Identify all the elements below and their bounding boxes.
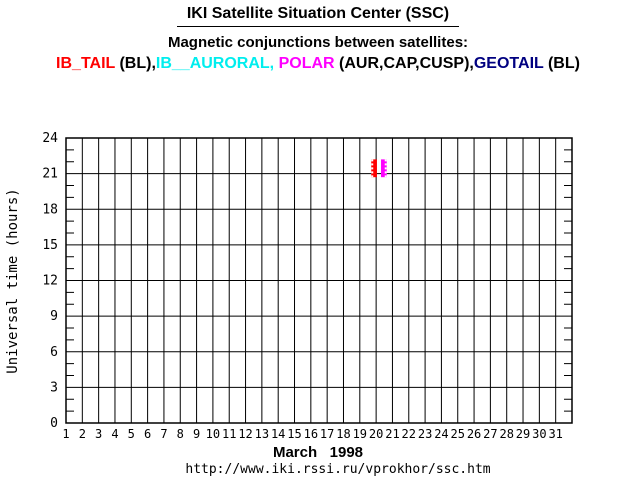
header: IKI Satellite Situation Center (SSC) Mag… xyxy=(0,5,636,73)
x-tick-label-30: 30 xyxy=(532,427,546,441)
legend-part-geotail-note: (BL) xyxy=(543,55,580,72)
y-tick-label-9: 9 xyxy=(50,309,58,324)
y-tick-label-21: 21 xyxy=(42,167,58,182)
x-tick-label-6: 6 xyxy=(144,427,151,441)
x-tick-label-11: 11 xyxy=(222,427,236,441)
y-tick-label-6: 6 xyxy=(50,345,58,360)
x-tick-label-26: 26 xyxy=(467,427,481,441)
legend-part-ib-tail: IB_TAIL xyxy=(56,55,116,72)
x-tick-label-10: 10 xyxy=(206,427,220,441)
x-tick-label-12: 12 xyxy=(238,427,252,441)
x-axis-month-label: March 1998 xyxy=(272,444,364,461)
y-tick-label-3: 3 xyxy=(50,380,58,395)
x-tick-label-1: 1 xyxy=(62,427,69,441)
x-tick-label-7: 7 xyxy=(160,427,167,441)
y-tick-label-24: 24 xyxy=(42,131,58,146)
x-tick-label-29: 29 xyxy=(516,427,530,441)
x-tick-label-2: 2 xyxy=(79,427,86,441)
page-title-row: IKI Satellite Situation Center (SSC) xyxy=(0,5,636,27)
x-tick-label-22: 22 xyxy=(402,427,416,441)
x-tick-label-24: 24 xyxy=(434,427,448,441)
x-tick-label-20: 20 xyxy=(369,427,383,441)
x-tick-label-13: 13 xyxy=(255,427,269,441)
legend-part-geotail: GEOTAIL xyxy=(473,55,544,72)
x-tick-label-3: 3 xyxy=(95,427,102,441)
footer-url: http://www.iki.rssi.ru/vprokhor/ssc.htm xyxy=(185,462,491,477)
x-tick-label-21: 21 xyxy=(385,427,399,441)
y-tick-label-12: 12 xyxy=(42,274,58,289)
plot-frame xyxy=(65,137,573,424)
x-tick-label-17: 17 xyxy=(320,427,334,441)
event-bar-1-polar-conjunction xyxy=(381,159,387,178)
x-tick-label-5: 5 xyxy=(128,427,135,441)
y-tick-label-18: 18 xyxy=(42,202,58,217)
x-tick-label-27: 27 xyxy=(483,427,497,441)
x-tick-label-16: 16 xyxy=(304,427,318,441)
legend-part-polar: POLAR xyxy=(274,55,335,72)
x-tick-label-18: 18 xyxy=(336,427,350,441)
x-tick-label-31: 31 xyxy=(548,427,562,441)
y-tick-label-0: 0 xyxy=(50,416,58,431)
x-tick-label-8: 8 xyxy=(177,427,184,441)
x-tick-label-25: 25 xyxy=(451,427,465,441)
x-tick-label-14: 14 xyxy=(271,427,285,441)
event-bar-0-ib_tail-conjunction xyxy=(371,159,377,178)
legend-part-ib-auroral: IB__AURORAL, xyxy=(155,55,275,72)
legend-part-polar-note: (AUR,CAP,CUSP), xyxy=(334,55,474,72)
page-title: IKI Satellite Situation Center (SSC) xyxy=(176,5,460,27)
subtitle: Magnetic conjunctions between satellites… xyxy=(167,34,469,51)
satellite-legend: IB_TAIL (BL),IB__AURORAL, POLAR (AUR,CAP… xyxy=(0,55,636,73)
x-tick-label-19: 19 xyxy=(353,427,367,441)
x-tick-label-9: 9 xyxy=(193,427,200,441)
x-tick-label-28: 28 xyxy=(499,427,513,441)
y-tick-label-15: 15 xyxy=(42,238,58,253)
x-tick-label-4: 4 xyxy=(111,427,118,441)
x-tick-label-23: 23 xyxy=(418,427,432,441)
legend-part-ib-tail-note: (BL), xyxy=(115,55,156,72)
x-tick-label-15: 15 xyxy=(287,427,301,441)
y-axis-title: Universal time (hours) xyxy=(5,188,21,373)
